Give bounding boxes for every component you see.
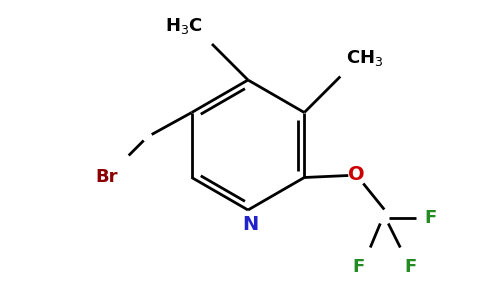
- Text: H$_3$C: H$_3$C: [165, 16, 203, 36]
- Text: O: O: [348, 165, 364, 184]
- Text: F: F: [404, 259, 416, 277]
- Text: F: F: [424, 208, 437, 226]
- Text: F: F: [352, 259, 364, 277]
- Text: Br: Br: [95, 169, 118, 187]
- Text: N: N: [242, 214, 258, 233]
- Text: CH$_3$: CH$_3$: [346, 49, 383, 68]
